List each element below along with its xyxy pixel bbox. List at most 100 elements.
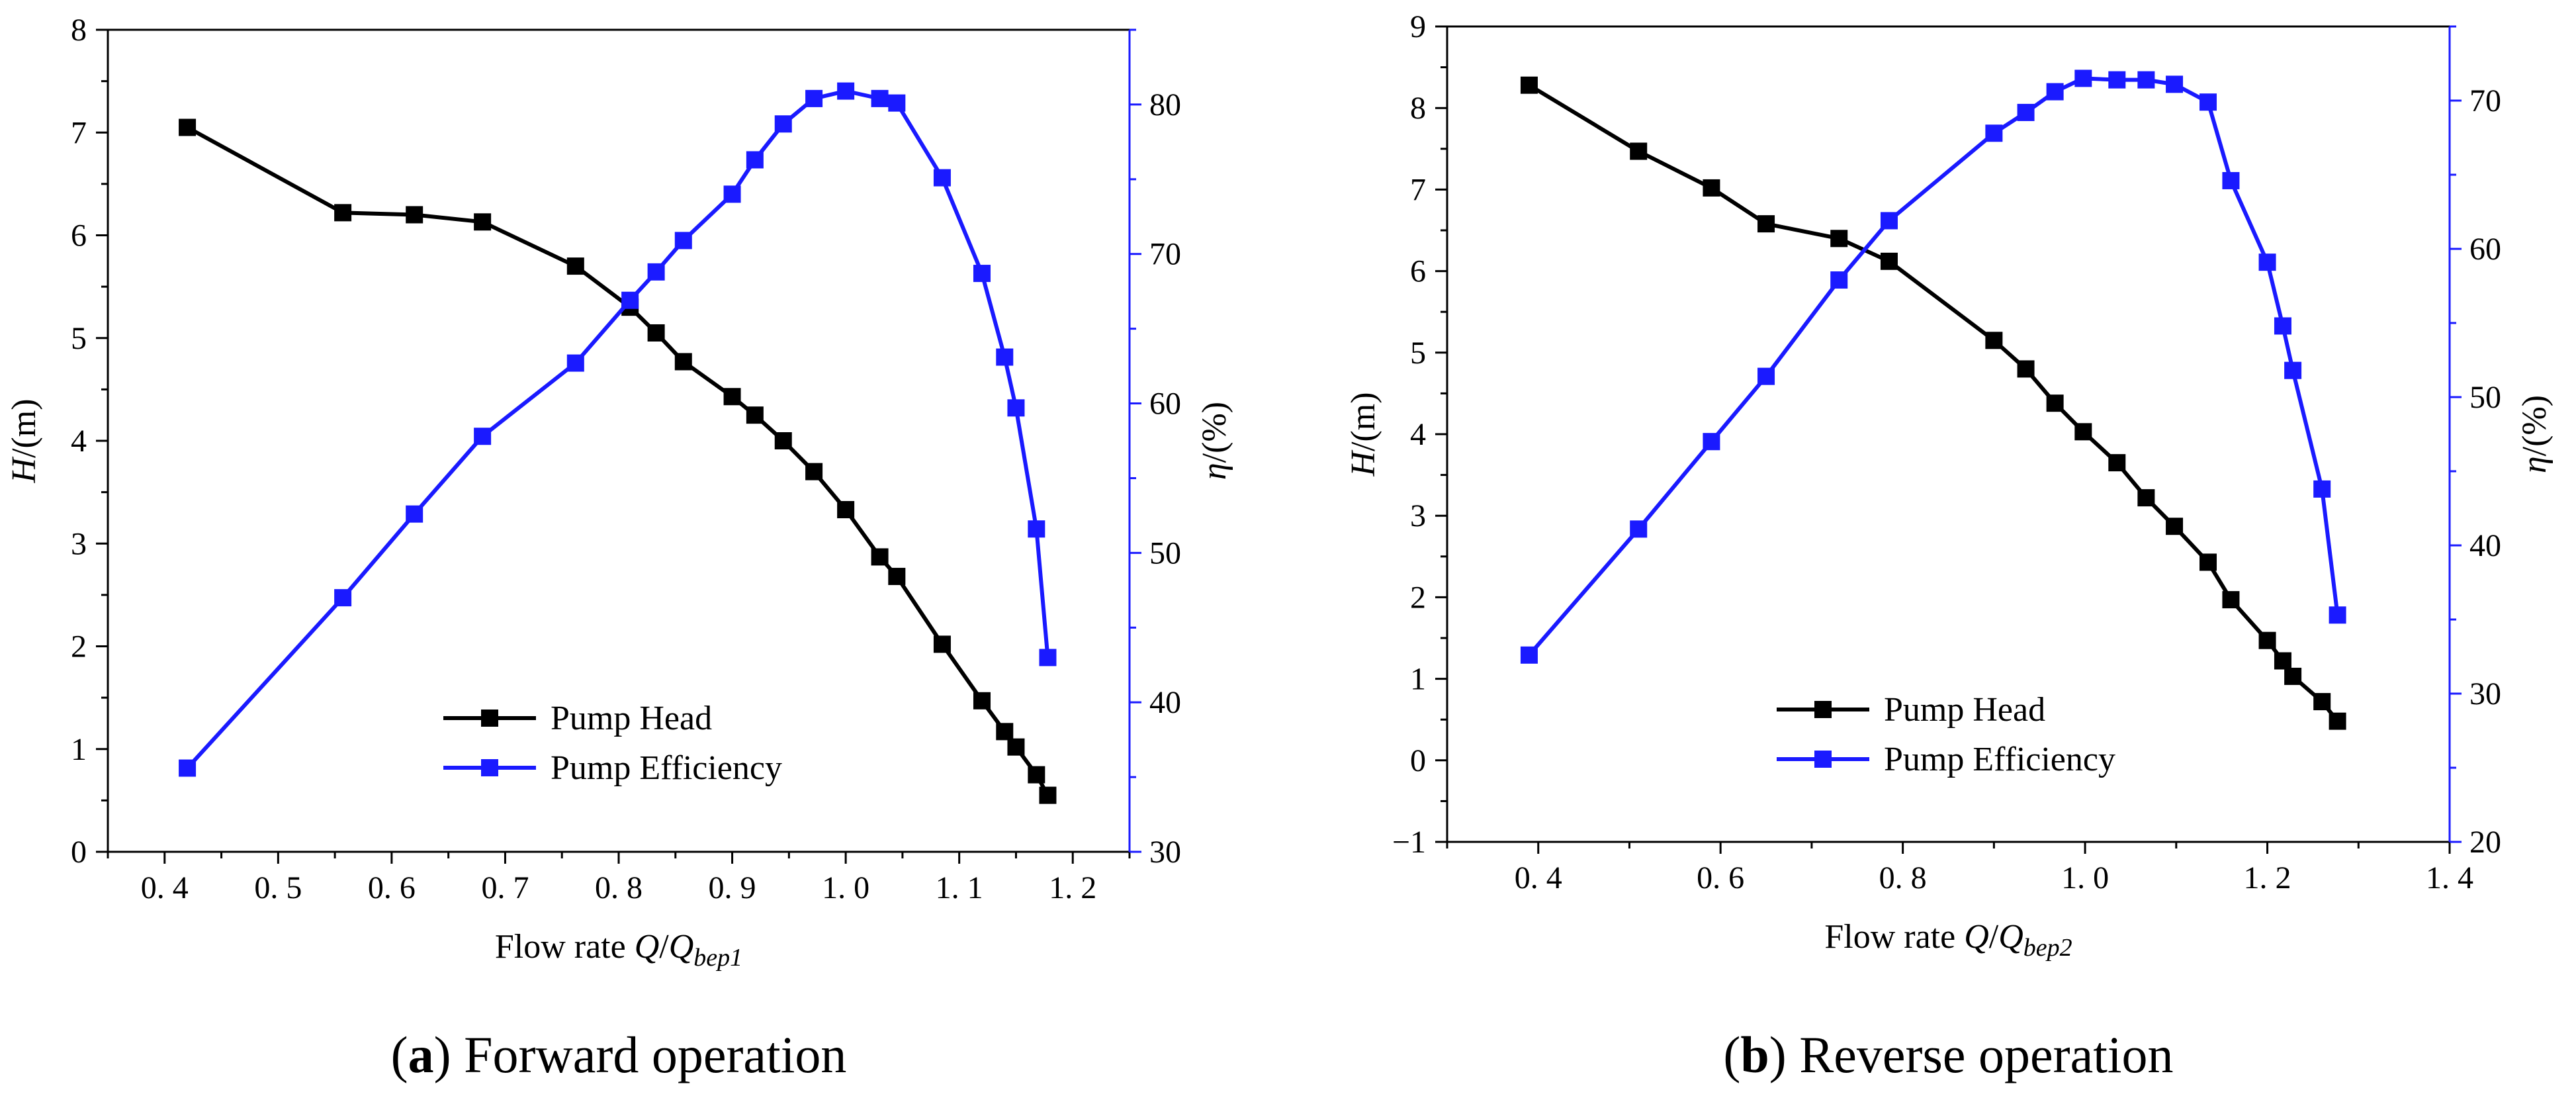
pump-efficiency-point — [2108, 71, 2126, 89]
pump-head-point — [837, 501, 855, 519]
pump-head-line — [186, 125, 1050, 797]
x-tick-label: 0. 6 — [368, 870, 416, 905]
y-left-tick-label: 9 — [1410, 9, 1426, 44]
x-tick-label: 0. 4 — [1515, 860, 1562, 895]
pump-head-point — [179, 118, 197, 136]
pump-head-point — [2166, 518, 2184, 535]
pump-efficiency-point — [1757, 367, 1775, 385]
caption-reverse-operation: (b) Reverse operation — [1723, 1026, 2173, 1083]
y-right-tick-label: 60 — [2469, 232, 2501, 267]
x-tick-label: 1. 0 — [2061, 860, 2109, 895]
y-right-tick-label: 70 — [1149, 237, 1181, 272]
pump-efficiency-point — [2137, 71, 2155, 89]
x-tick-label: 0. 6 — [1697, 860, 1744, 895]
y-left-tick-label: 5 — [71, 321, 87, 356]
pump-head-point — [1630, 142, 1648, 160]
pump-efficiency-point — [1630, 520, 1648, 538]
chart-reverse-operation: 0. 4 0. 6 0. 8 1. 0 1. 2 1. 4 −1 0 1 2 3 4 5 6 7 8 9 20 30… — [1345, 9, 2554, 1083]
pump-head-point — [2274, 652, 2291, 670]
pump-head-point — [2137, 489, 2155, 507]
y-axis-label-efficiency: η/(%) — [2516, 395, 2554, 473]
pump-efficiency-point — [1830, 271, 1848, 289]
pump-head-point — [996, 723, 1014, 741]
pump-head-point — [774, 432, 792, 449]
pump-head-point — [1880, 252, 1898, 270]
y-left-tick-label: 8 — [1410, 91, 1426, 126]
y-left-tick-label: 7 — [1410, 172, 1426, 207]
pump-efficiency-point — [2313, 480, 2331, 498]
pump-head-point — [973, 692, 991, 710]
pump-efficiency-point — [746, 151, 764, 169]
pump-efficiency-point — [1028, 520, 1045, 538]
caption-forward-operation: (a) Forward operation — [391, 1026, 847, 1083]
pump-efficiency-point — [805, 89, 823, 107]
pump-head-point — [871, 548, 889, 566]
pump-head-point — [2284, 667, 2302, 685]
pump-efficiency-point — [837, 82, 855, 100]
pump-efficiency-point — [1985, 124, 2003, 142]
x-tick-label: 1. 1 — [936, 870, 983, 905]
pump-efficiency-point — [566, 354, 584, 372]
pump-head-point — [1985, 332, 2003, 349]
y-left-tick-label: 0 — [71, 835, 87, 870]
pump-efficiency-point — [2017, 103, 2035, 121]
pump-head-point — [2017, 360, 2035, 378]
pump-head-point — [674, 353, 692, 371]
pump-efficiency-point — [2284, 361, 2302, 379]
y-right-tick-label: 40 — [1149, 685, 1181, 720]
x-tick-label: 1. 2 — [1049, 870, 1096, 905]
pump-efficiency-point — [871, 89, 889, 107]
pump-efficiency-point — [2046, 83, 2064, 101]
chart-forward-operation: 0. 4 0. 5 0. 6 0. 7 0. 8 0. 9 1. 0 1. 1 1. 2 0 1 2 3… — [5, 13, 1233, 1083]
legend-pump-efficiency-label: Pump Efficiency — [1884, 741, 2115, 778]
pump-head-point — [2313, 693, 2331, 711]
y-left-tick-label: 1 — [71, 732, 87, 767]
legend-pump-efficiency-marker — [481, 759, 498, 776]
pump-efficiency-point — [647, 263, 665, 281]
pump-head-point — [1757, 215, 1775, 233]
x-tick-label: 1. 0 — [822, 870, 869, 905]
y-left-tick-label: 5 — [1410, 336, 1426, 371]
pump-efficiency-point — [179, 759, 197, 777]
pump-efficiency-point — [406, 505, 423, 523]
x-tick-label: 0. 9 — [709, 870, 756, 905]
pump-efficiency-line — [1527, 76, 2340, 657]
y-left-tick-label: 6 — [1410, 254, 1426, 289]
y-left-tick-label: 7 — [71, 115, 87, 150]
pump-head-point — [1039, 786, 1057, 804]
y-right-tick-label: 50 — [2469, 380, 2501, 415]
pump-head-point — [888, 567, 906, 585]
y-left-tick-label: 8 — [71, 13, 87, 48]
pump-head-point — [474, 213, 492, 231]
pump-efficiency-point — [2222, 171, 2240, 189]
pump-efficiency-point — [2274, 317, 2291, 335]
pump-efficiency-point — [474, 428, 492, 445]
pump-efficiency-point — [2258, 253, 2276, 271]
pump-head-point — [2108, 454, 2126, 472]
pump-efficiency-point — [674, 232, 692, 250]
x-tick-label: 1. 4 — [2426, 860, 2473, 895]
y-right-tick-label: 30 — [1149, 835, 1181, 870]
y-left-tick-label: 3 — [71, 526, 87, 561]
y-right-tick-label: 80 — [1149, 87, 1181, 122]
pump-head-point — [1028, 766, 1045, 784]
pump-efficiency-point — [2166, 75, 2184, 93]
pump-head-point — [647, 324, 665, 342]
pump-efficiency-point — [1703, 433, 1720, 451]
pump-head-point — [1830, 230, 1848, 248]
y-left-tick-label: 4 — [71, 424, 87, 459]
pump-efficiency-point — [1520, 646, 1538, 664]
legend-pump-head-label: Pump Head — [1884, 691, 2045, 729]
pump-head-point — [2329, 712, 2346, 730]
pump-head-point — [2199, 553, 2217, 571]
pump-head-point — [566, 257, 584, 275]
pump-efficiency-point — [996, 348, 1014, 366]
y-left-tick-label: −1 — [1392, 825, 1426, 860]
y-axis-label-head: H/(m) — [1345, 392, 1382, 477]
pump-head-point — [1703, 179, 1720, 197]
pump-efficiency-point — [621, 291, 639, 309]
pump-head-point — [2258, 631, 2276, 649]
pump-head-point — [1007, 738, 1025, 756]
pump-efficiency-line — [185, 89, 1050, 770]
